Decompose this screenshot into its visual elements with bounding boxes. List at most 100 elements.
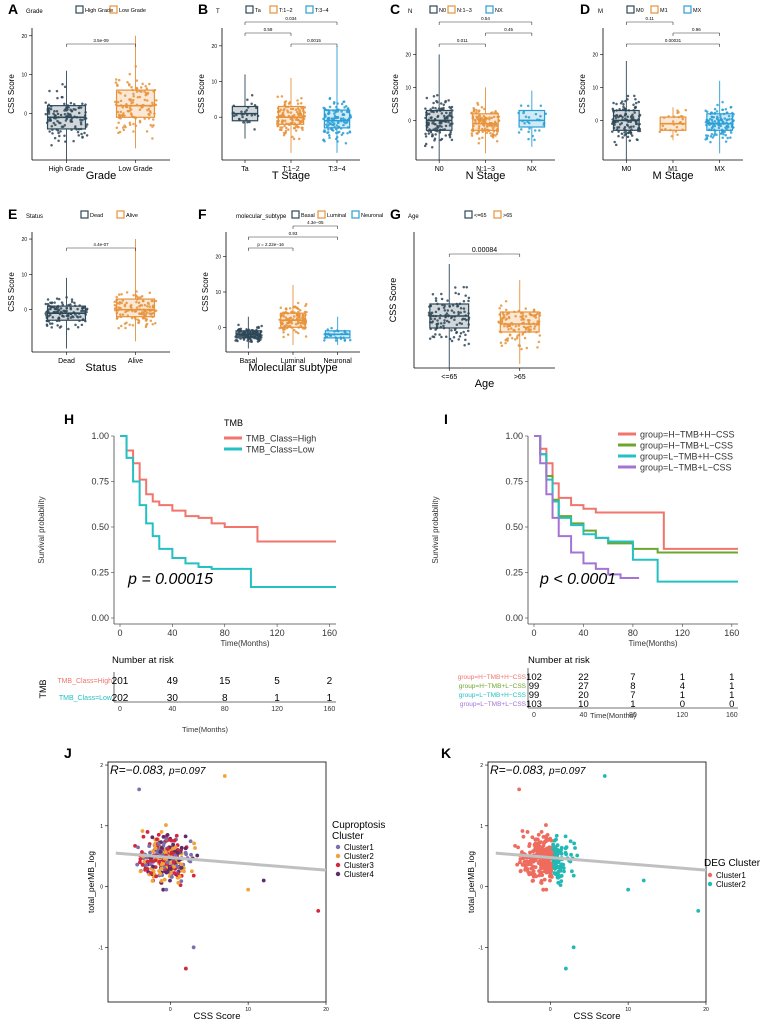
data-point — [458, 321, 462, 325]
data-point — [726, 111, 729, 114]
risk-count: 1 — [729, 672, 734, 683]
data-point — [485, 131, 489, 134]
data-point — [328, 97, 332, 101]
data-point — [538, 129, 541, 132]
data-point — [430, 146, 434, 149]
data-point — [515, 336, 519, 340]
data-point — [713, 124, 717, 128]
data-point — [155, 99, 158, 102]
data-point — [430, 134, 434, 138]
data-point — [119, 92, 122, 95]
data-point — [626, 115, 629, 118]
x-tick-label: 40 — [167, 628, 177, 638]
data-point — [463, 310, 466, 313]
data-point — [538, 849, 543, 854]
data-point — [245, 328, 248, 331]
risk-count: 1 — [680, 690, 685, 701]
data-point — [520, 862, 525, 867]
data-point — [434, 127, 437, 130]
y-tick-label: 0.50 — [505, 522, 523, 532]
data-point — [728, 118, 731, 121]
risk-table-title: Number at risk — [112, 655, 174, 666]
legend-label: Low Grade — [119, 8, 146, 14]
data-point — [348, 338, 352, 342]
data-point — [239, 327, 243, 331]
data-point — [475, 108, 478, 112]
legend-label: Cluster1 — [344, 843, 374, 852]
panel-letter: K — [441, 745, 451, 761]
legend-title: TMB — [224, 418, 243, 428]
legend-key — [109, 5, 118, 14]
data-point — [135, 86, 139, 90]
data-point — [505, 313, 509, 316]
data-point — [635, 138, 639, 141]
legend-key — [291, 210, 300, 219]
data-point — [174, 833, 179, 838]
box-2 — [323, 109, 351, 129]
data-point — [61, 125, 65, 128]
data-point — [246, 887, 251, 892]
data-point — [73, 301, 76, 305]
x-tick-label: Alive — [128, 358, 143, 365]
data-point — [445, 319, 449, 323]
data-point — [625, 123, 629, 126]
data-point — [541, 887, 546, 892]
data-point — [113, 307, 117, 310]
data-point — [159, 866, 164, 871]
data-point — [629, 131, 633, 134]
risk-x-tick-label: 40 — [168, 706, 176, 713]
panel-letter: C — [390, 1, 400, 17]
data-point — [453, 328, 457, 332]
data-point — [151, 137, 154, 140]
data-point — [622, 105, 625, 108]
data-point — [299, 102, 303, 105]
x-tick-label: 10 — [245, 1007, 251, 1013]
data-point — [439, 322, 443, 325]
data-point — [63, 85, 67, 89]
data-point — [444, 134, 448, 137]
data-point — [450, 316, 453, 320]
data-point — [476, 132, 479, 135]
y-tick-label: -1 — [99, 945, 104, 951]
data-point — [138, 121, 142, 124]
legend-label: group=L−TMB+L−CSS — [640, 463, 732, 473]
data-point — [553, 845, 558, 850]
risk-group-label: TMB — [38, 680, 48, 699]
data-point — [710, 126, 714, 130]
data-point — [79, 118, 82, 122]
data-point — [138, 304, 141, 308]
data-point — [293, 328, 296, 332]
data-point — [77, 134, 80, 137]
panel-letter: E — [8, 206, 17, 222]
data-point — [514, 315, 517, 318]
data-point — [48, 89, 51, 93]
y-tick-label: 1 — [480, 824, 483, 830]
panel-letter: F — [198, 206, 207, 222]
y-tick-label: 0 — [214, 115, 217, 121]
risk-x-tick-label: 0 — [118, 706, 122, 713]
data-point — [515, 862, 520, 867]
data-point — [537, 340, 541, 344]
data-point — [457, 292, 460, 296]
data-point — [459, 332, 463, 335]
data-point — [343, 338, 347, 342]
data-point — [675, 125, 679, 129]
data-point — [115, 317, 119, 320]
x-tick-label: Basal — [240, 358, 258, 365]
y-tick-label: 2 — [100, 763, 103, 769]
data-point — [346, 132, 349, 135]
x-tick-label: 20 — [323, 1007, 329, 1013]
y-tick-label: 20 — [21, 237, 27, 243]
data-point — [54, 307, 57, 310]
data-point — [54, 114, 57, 117]
data-point — [58, 134, 61, 138]
risk-x-axis-title: Time(Months) — [590, 711, 636, 720]
legend-key — [335, 853, 341, 859]
legend-label: <=65 — [474, 213, 487, 219]
data-point — [128, 121, 132, 125]
data-point — [633, 111, 636, 114]
data-point — [549, 850, 554, 855]
legend-label: TMB_Class=Low — [246, 445, 315, 455]
data-point — [696, 908, 701, 913]
data-point — [532, 309, 536, 312]
